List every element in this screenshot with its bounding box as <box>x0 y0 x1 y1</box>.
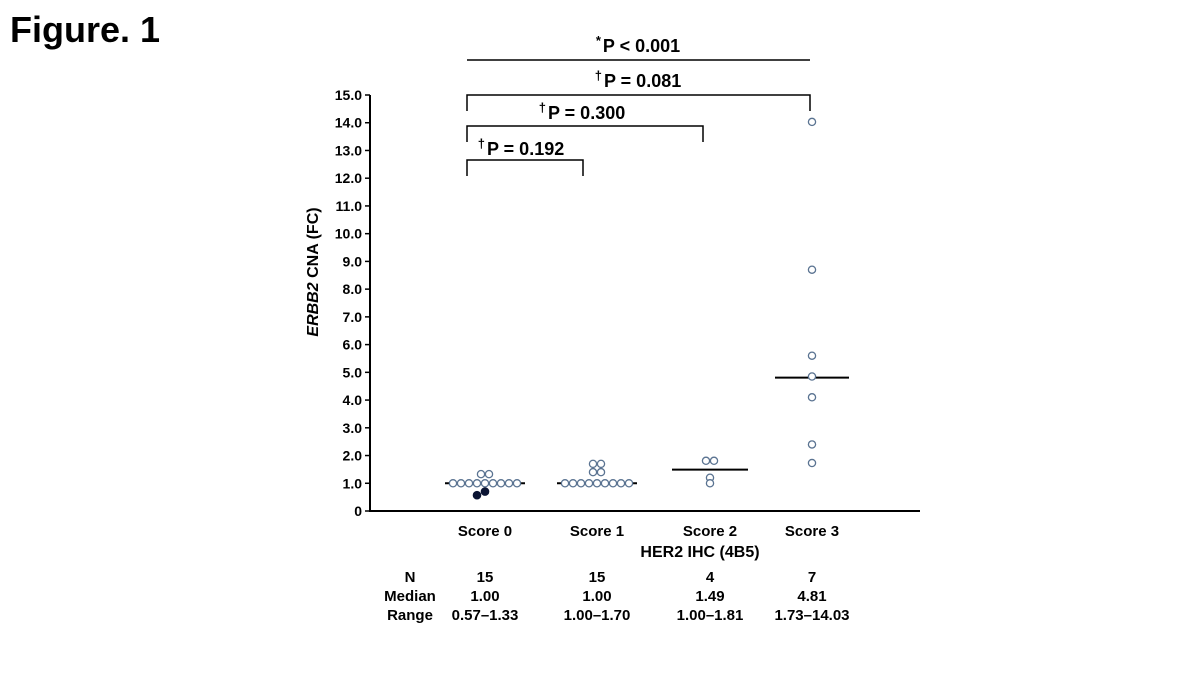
p-value-label: † P = 0.192 <box>478 136 564 159</box>
open-data-point <box>709 456 719 466</box>
open-data-point <box>807 351 817 360</box>
open-data-point <box>560 479 570 488</box>
y-axis-label-gene: ERBB2 <box>305 282 322 336</box>
open-data-point <box>807 117 817 127</box>
open-data-point <box>588 467 598 477</box>
y-tick-label: 8.0 <box>343 281 363 297</box>
y-tick-label: 4.0 <box>343 392 363 408</box>
p-value-label: † P = 0.081 <box>595 68 681 91</box>
open-data-point <box>600 479 610 488</box>
y-tick-label: 11.0 <box>336 198 363 214</box>
open-data-point <box>588 459 598 469</box>
x-axis-label: HER2 IHC (4B5) <box>640 544 759 561</box>
p-value-symbol: † <box>595 68 602 83</box>
open-data-point <box>807 393 817 402</box>
p-value-text: P = 0.300 <box>548 103 625 123</box>
y-tick-label: 6.0 <box>343 337 363 353</box>
y-tick-label: 3.0 <box>343 420 363 436</box>
category-label: Score 2 <box>683 523 737 540</box>
y-tick-label: 5.0 <box>343 364 363 380</box>
stats-cell: 1.73–14.03 <box>774 607 849 624</box>
y-tick-label: 9.0 <box>343 253 363 269</box>
p-value-text: P < 0.001 <box>603 36 680 56</box>
stats-table: N Median Range 15 1.00 0.57–1.33 15 1.00 1.00–1.… <box>384 569 849 624</box>
p-value-label: * P < 0.001 <box>596 33 680 56</box>
stats-cell: 4.81 <box>797 588 826 605</box>
open-data-point <box>807 458 817 468</box>
open-data-point <box>504 479 514 488</box>
open-data-point <box>624 479 634 488</box>
open-data-point <box>576 479 586 488</box>
open-data-point <box>608 479 618 488</box>
stats-cell: 0.57–1.33 <box>452 607 519 624</box>
stats-row-label: N <box>405 569 416 586</box>
stats-cell: 1.00 <box>582 588 611 605</box>
open-data-point <box>701 456 711 466</box>
open-data-point <box>807 372 817 381</box>
open-data-point <box>807 265 817 274</box>
median-lines <box>445 376 849 485</box>
y-tick-label: 1.0 <box>343 475 363 491</box>
y-tick-label: 13.0 <box>335 142 362 158</box>
category-label: Score 3 <box>785 523 839 540</box>
p-value-symbol: * <box>596 33 602 48</box>
data-points <box>448 117 817 500</box>
open-data-point <box>807 440 817 449</box>
stats-row-label: Median <box>384 588 436 605</box>
stats-cell: 4 <box>706 569 715 586</box>
open-data-point <box>592 479 602 488</box>
stats-cell: 1.49 <box>695 588 724 605</box>
p-value-text: P = 0.192 <box>487 139 564 159</box>
y-tick-label: 0 <box>354 503 362 519</box>
p-value-label: † P = 0.300 <box>539 100 625 123</box>
open-data-point <box>476 469 486 479</box>
open-data-point <box>496 479 506 488</box>
filled-data-point <box>472 490 482 500</box>
y-tick-label: 7.0 <box>343 309 363 325</box>
significance-bracket <box>466 125 704 142</box>
open-data-point <box>705 479 715 488</box>
y-tick-labels: 0 1.0 2.0 3.0 4.0 5.0 6.0 7.0 8.0 9.0 10.0 11.0 12.0… <box>335 87 370 519</box>
open-data-point <box>480 479 490 488</box>
stats-cell: 15 <box>477 569 494 586</box>
open-data-point <box>456 479 466 488</box>
p-value-symbol: † <box>539 100 546 115</box>
open-data-point <box>616 479 626 488</box>
p-value-symbol: † <box>478 136 485 151</box>
open-data-point <box>584 479 594 488</box>
open-data-point <box>484 469 494 479</box>
y-tick-label: 14.0 <box>335 115 362 131</box>
open-data-point <box>512 479 522 488</box>
open-data-point <box>568 479 578 488</box>
open-data-point <box>472 479 482 488</box>
filled-data-point <box>480 487 490 496</box>
stats-cell: 15 <box>589 569 606 586</box>
stats-cell: 1.00–1.81 <box>677 607 744 624</box>
open-data-point <box>488 479 498 488</box>
category-labels: Score 0 Score 1 Score 2 Score 3 <box>458 523 839 540</box>
significance-bracket <box>466 159 584 176</box>
open-data-point <box>464 479 474 488</box>
y-tick-label: 10.0 <box>335 226 362 242</box>
stats-row-label: Range <box>387 607 433 624</box>
y-axis-label-unit: CNA (FC) <box>305 207 322 282</box>
category-label: Score 1 <box>570 523 624 540</box>
stats-cell: 7 <box>808 569 816 586</box>
y-tick-label: 12.0 <box>335 170 362 186</box>
y-axis-label: ERBB2 CNA (FC) <box>305 207 322 336</box>
open-data-point <box>448 479 458 488</box>
significance-brackets: * P < 0.001† P = 0.081† P = 0.300† P = 0.192 <box>466 33 811 176</box>
category-label: Score 0 <box>458 523 512 540</box>
stats-cell: 1.00 <box>470 588 499 605</box>
significance-bracket <box>466 94 811 111</box>
p-value-text: P = 0.081 <box>604 71 681 91</box>
stats-cell: 1.00–1.70 <box>564 607 631 624</box>
figure-label: Figure. 1 <box>10 9 160 50</box>
open-data-point <box>596 467 606 477</box>
open-data-point <box>596 459 606 469</box>
y-tick-label: 15.0 <box>335 87 362 103</box>
y-tick-label: 2.0 <box>343 448 363 464</box>
